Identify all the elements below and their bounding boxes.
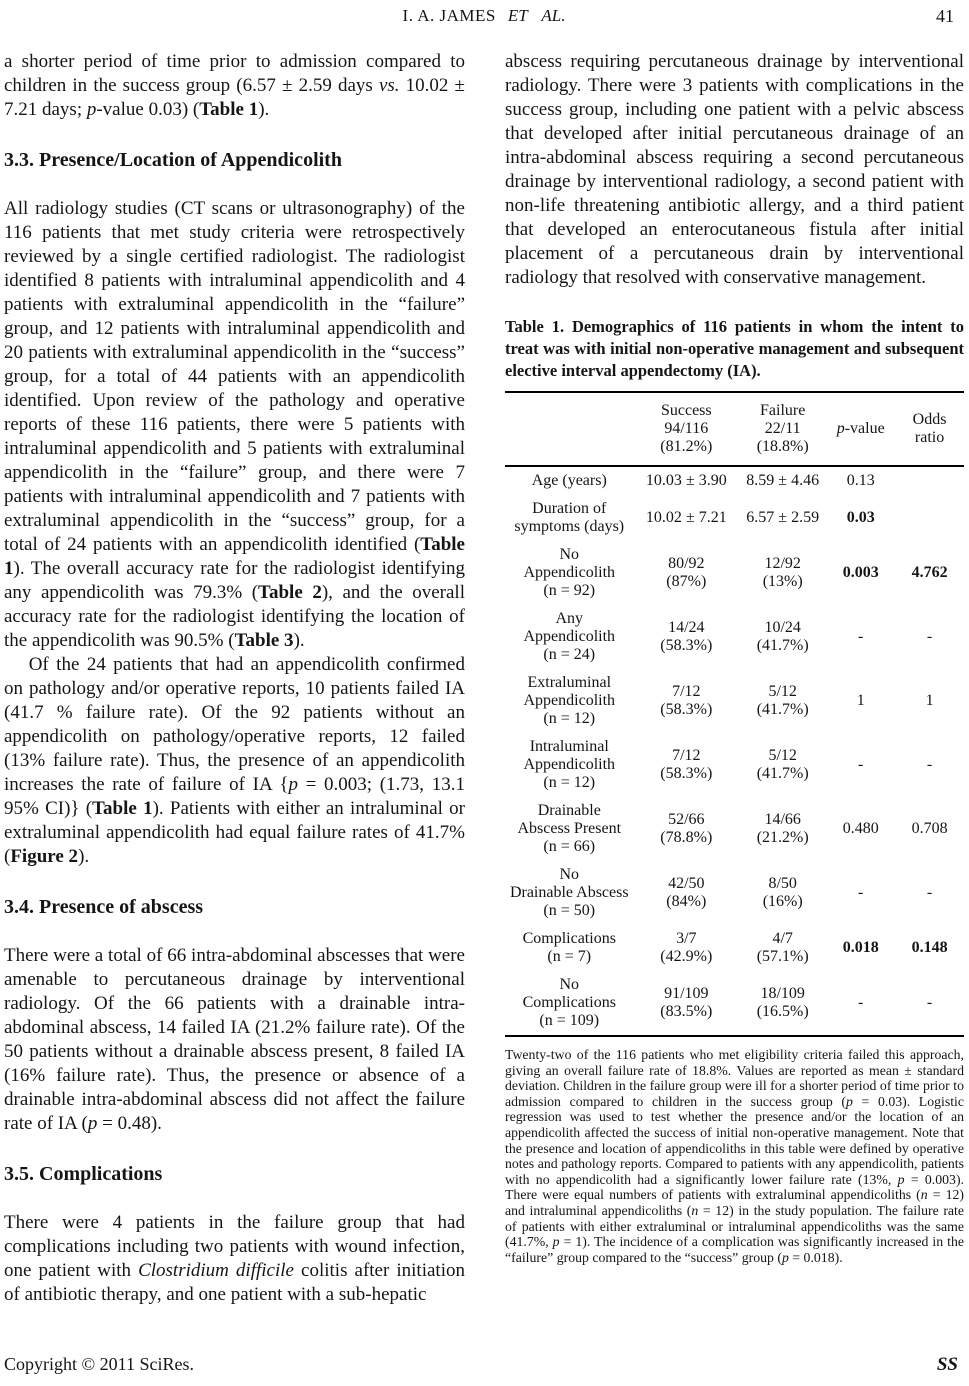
table1-demographics: Success 94/116 (81.2%) Failure 22/11 (18… xyxy=(505,391,964,1037)
table-cell: 7/12 (58.3%) xyxy=(660,683,713,718)
table-row-no-complications: No Complications (n = 109) 91/109 (83.5%… xyxy=(505,971,964,1036)
right-column: abscess requiring percutaneous drainage … xyxy=(505,50,964,1354)
table-cell: 14/24 (58.3%) xyxy=(660,619,713,654)
column-header-odds-ratio: Odds ratio xyxy=(912,411,947,446)
table-row-no-appendicolith: No Appendicolith (n = 92) 80/92 (87%) 12… xyxy=(505,541,964,605)
table-corner-cell xyxy=(505,392,634,466)
running-title-etal: ET AL. xyxy=(507,6,566,25)
table-cell: 80/92 (87%) xyxy=(666,555,707,590)
table-cell: 7/12 (58.3%) xyxy=(660,747,713,782)
table-cell: 0.13 xyxy=(846,472,875,489)
section-heading-3-5: 3.5. Complications xyxy=(4,1163,163,1185)
table-cell: 10.02 ± 7.21 xyxy=(645,509,727,526)
table-cell: 18/109 (16.5%) xyxy=(756,985,809,1020)
table-cell: Drainable Abscess Present (n = 66) xyxy=(517,802,622,855)
table-cell: - xyxy=(858,884,864,901)
paragraph-3-5-1: There were 4 patients in the failure gro… xyxy=(4,1212,465,1305)
table1-body: Age (years) 10.03 ± 3.90 8.59 ± 4.46 0.1… xyxy=(505,466,964,1036)
table-row-any-appendicolith: Any Appendicolith (n = 24) 14/24 (58.3%)… xyxy=(505,605,964,669)
table1-header: Success 94/116 (81.2%) Failure 22/11 (18… xyxy=(505,392,964,466)
table-cell: 10.03 ± 3.90 xyxy=(645,472,727,489)
table-cell: Intraluminal Appendicolith (n = 12) xyxy=(523,738,616,791)
paragraph-3-4-1: There were a total of 66 intra-abdominal… xyxy=(4,945,465,1134)
paragraph-intro-continuation: a shorter period of time prior to admiss… xyxy=(4,51,465,120)
table-cell: 1 xyxy=(925,692,934,709)
table-cell: 4/7 (57.1%) xyxy=(756,930,809,965)
running-head: I. A. JAMES ET AL. 41 xyxy=(4,6,964,30)
table-row-drainable-abscess: Drainable Abscess Present (n = 66) 52/66… xyxy=(505,797,964,861)
table-cell: 14/66 (21.2%) xyxy=(756,811,809,846)
table-cell: 0.708 xyxy=(911,820,948,837)
table-cell: 10/24 (41.7%) xyxy=(756,619,809,654)
table-row-extraluminal: Extraluminal Appendicolith (n = 12) 7/12… xyxy=(505,669,964,733)
table-cell: No Drainable Abscess (n = 50) xyxy=(509,866,629,919)
table-cell xyxy=(895,495,964,541)
journal-initials: SS xyxy=(936,1354,958,1375)
table-cell: No Appendicolith (n = 92) xyxy=(523,546,616,599)
table-cell: 4.762 xyxy=(911,564,948,581)
column-header-failure: Failure 22/11 (18.8%) xyxy=(756,402,809,455)
table1-caption: Table 1. Demographics of 116 patients in… xyxy=(505,317,964,380)
table-cell: 91/109 (83.5%) xyxy=(660,985,713,1020)
section-heading-3-4: 3.4. Presence of abscess xyxy=(4,896,204,918)
table-cell: 0.148 xyxy=(911,939,948,956)
table-header-row: Success 94/116 (81.2%) Failure 22/11 (18… xyxy=(505,392,964,466)
table-cell: Any Appendicolith (n = 24) xyxy=(523,610,616,663)
paragraph-3-3-2: Of the 24 patients that had an appendico… xyxy=(4,654,465,867)
table-cell: 5/12 (41.7%) xyxy=(756,747,809,782)
page-number: 41 xyxy=(936,6,954,26)
table-row-no-drainable-abscess: No Drainable Abscess (n = 50) 42/50 (84%… xyxy=(505,861,964,925)
table-cell: 12/92 (13%) xyxy=(762,555,803,590)
table-cell: 8/50 (16%) xyxy=(762,875,803,910)
table-cell: - xyxy=(926,628,933,645)
page-footer: Copyright © 2011 SciRes. SS xyxy=(4,1354,964,1378)
table-cell: 0.480 xyxy=(842,820,879,837)
table-cell: Age (years) xyxy=(531,472,607,489)
table-cell: 0.03 xyxy=(846,509,875,526)
paragraph-complications-continuation: abscess requiring percutaneous drainage … xyxy=(505,51,964,288)
table-row-complications: Complications (n = 7) 3/7 (42.9%) 4/7 (5… xyxy=(505,925,964,971)
table-row-age: Age (years) 10.03 ± 3.90 8.59 ± 4.46 0.1… xyxy=(505,466,964,495)
table-cell: - xyxy=(858,756,864,773)
table-cell: - xyxy=(926,884,933,901)
column-header-success: Success 94/116 (81.2%) xyxy=(660,402,713,455)
table-cell: 52/66 (78.8%) xyxy=(660,811,713,846)
table-cell: - xyxy=(926,994,933,1011)
table-cell: - xyxy=(858,994,864,1011)
table-cell: - xyxy=(858,628,864,645)
table-cell: - xyxy=(926,756,933,773)
table-row-intraluminal: Intraluminal Appendicolith (n = 12) 7/12… xyxy=(505,733,964,797)
left-column: a shorter period of time prior to admiss… xyxy=(4,50,465,1354)
running-title-authors: I. A. JAMES xyxy=(402,6,496,25)
section-heading-3-3: 3.3. Presence/Location of Appendicolith xyxy=(4,149,342,171)
table-cell: 5/12 (41.7%) xyxy=(756,683,809,718)
table-cell: Duration of symptoms (days) xyxy=(514,500,625,535)
copyright-text: Copyright © 2011 SciRes. xyxy=(4,1354,195,1374)
paragraph-3-3-1: All radiology studies (CT scans or ultra… xyxy=(4,198,465,651)
table1-footnote: Twenty-two of the 116 patients who met e… xyxy=(505,1047,965,1265)
table-cell: 3/7 (42.9%) xyxy=(660,930,713,965)
table-cell: No Complications (n = 109) xyxy=(522,976,616,1029)
table-cell: 6.57 ± 2.59 xyxy=(746,509,820,526)
table-cell: 0.003 xyxy=(842,564,879,581)
table-cell: 8.59 ± 4.46 xyxy=(746,472,820,489)
table-cell: 42/50 (84%) xyxy=(666,875,707,910)
table-cell: Complications (n = 7) xyxy=(522,930,616,965)
column-header-p-value: p-value xyxy=(836,420,885,437)
table-cell: 0.018 xyxy=(842,939,879,956)
table-cell: Extraluminal Appendicolith (n = 12) xyxy=(523,674,616,727)
two-column-body: a shorter period of time prior to admiss… xyxy=(4,50,964,1354)
table-row-duration: Duration of symptoms (days) 10.02 ± 7.21… xyxy=(505,495,964,541)
table-cell: 1 xyxy=(856,692,865,709)
table-cell xyxy=(895,466,964,495)
